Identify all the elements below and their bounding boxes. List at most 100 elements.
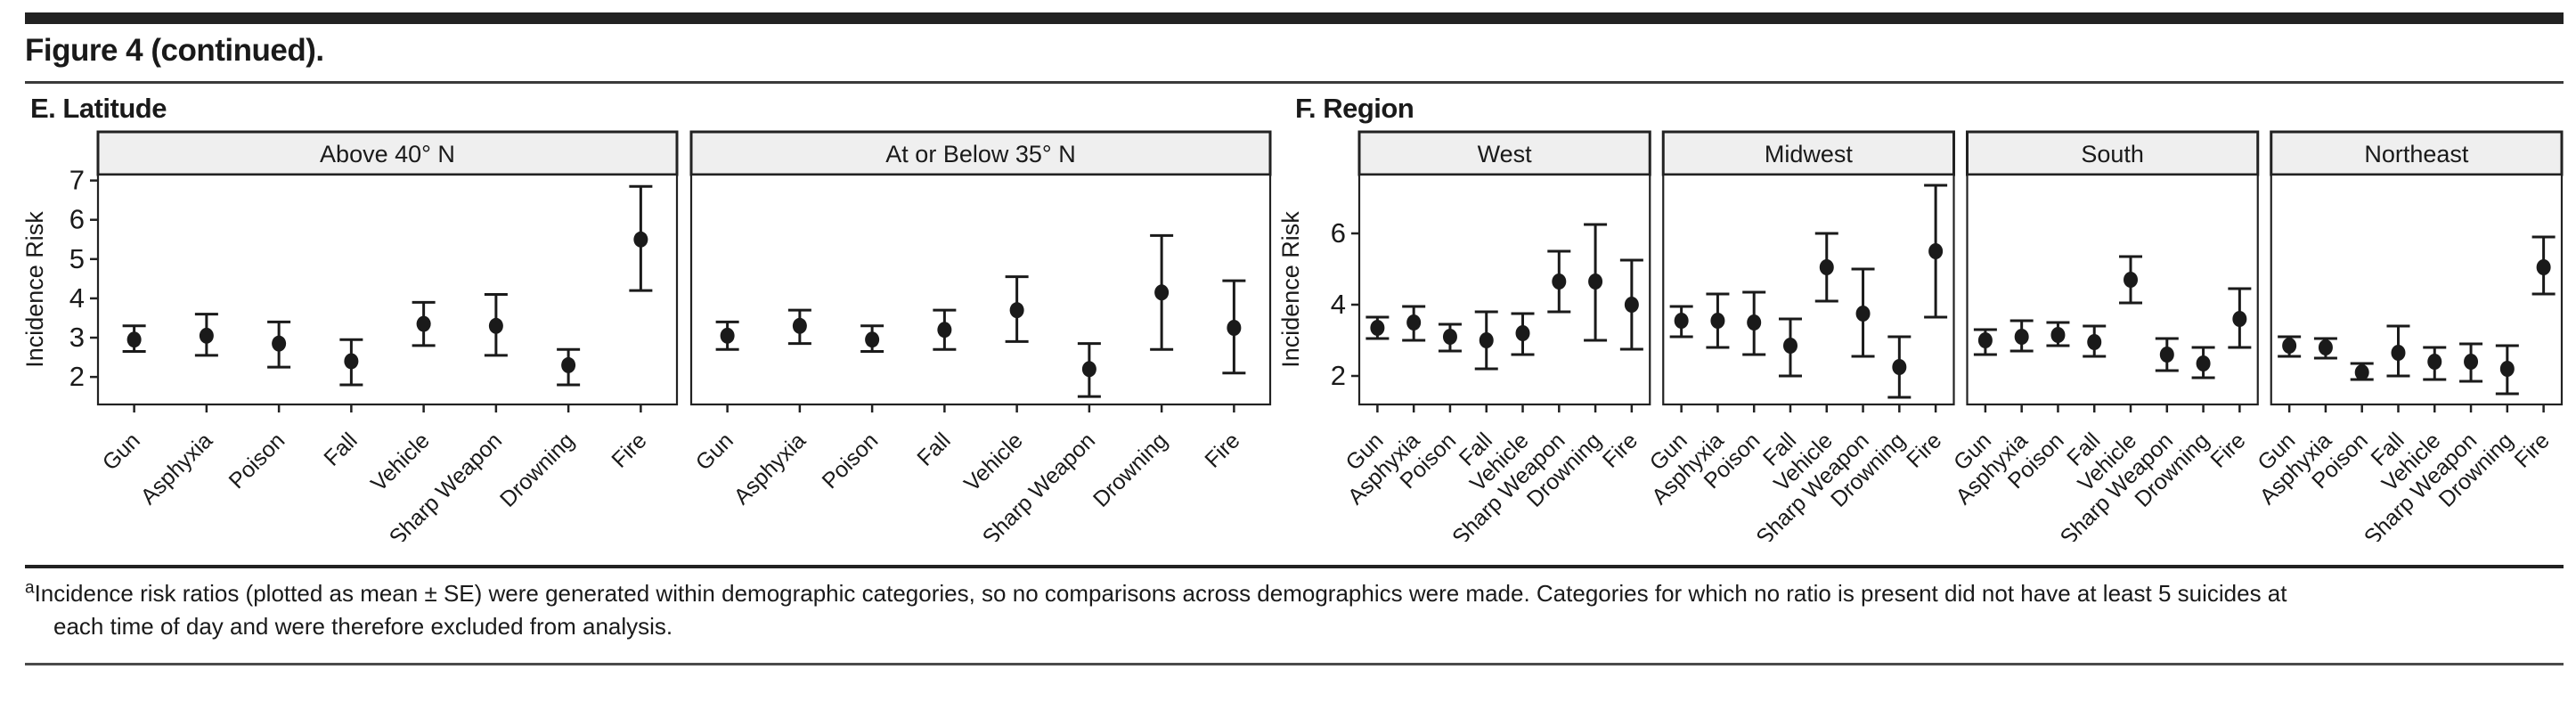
facet-strip-label: At or Below 35° N: [885, 141, 1075, 167]
mean-data-point: [1227, 320, 1242, 336]
panel-f-chart: Incidence Risk 2 4 6 West Gun Asphyxia Poison Fa…: [1281, 130, 2569, 542]
x-tick-label: Fire: [1598, 428, 1643, 472]
mean-data-point: [2318, 339, 2333, 355]
panel-e-heading: E. Latitude: [30, 93, 167, 124]
facet-plot-frame: [689, 173, 1272, 406]
mean-data-point: [1977, 332, 1993, 348]
mean-data-point: [2124, 272, 2139, 288]
mean-data-point: [1588, 273, 1603, 290]
mean-data-point: [416, 315, 431, 332]
y-tick-label: 6: [69, 204, 85, 235]
facet-strip-label: South: [2081, 141, 2144, 167]
point-with-error-bar: [787, 308, 811, 346]
point-with-error-bar: [484, 293, 508, 357]
mean-data-point: [720, 327, 735, 344]
point-with-error-bar: [267, 320, 291, 369]
point-with-error-bar: [2495, 344, 2519, 396]
y-tick-label: 5: [69, 243, 85, 274]
point-with-error-bar: [2009, 319, 2034, 353]
point-with-error-bar: [2531, 235, 2556, 296]
mean-data-point: [1855, 306, 1871, 322]
panel-e-chart: Incidence Risk 2 3 4 5 6 7 Above 40° N Gun Asphyx…: [25, 130, 1281, 542]
footnote-superscript: a: [25, 578, 35, 598]
mean-data-point: [2159, 347, 2174, 363]
x-tick-label: Fall: [319, 428, 362, 470]
x-tick-label: Fire: [607, 428, 651, 472]
y-tick-label: 2: [1331, 360, 1346, 391]
point-with-error-bar: [1924, 184, 1948, 319]
mean-data-point: [344, 353, 359, 370]
mean-data-point: [1674, 313, 1689, 329]
y-axis-label: Incidence Risk: [25, 211, 48, 368]
point-with-error-bar: [629, 184, 653, 292]
x-tick-label: Poison: [818, 428, 884, 494]
mean-data-point: [199, 327, 214, 344]
point-with-error-bar: [1222, 279, 1246, 375]
point-with-error-bar: [715, 320, 739, 351]
point-with-error-bar: [2423, 346, 2447, 381]
x-tick-label: Vehicle: [959, 428, 1028, 496]
x-tick-label: Fire: [1902, 428, 1946, 472]
mean-data-point: [272, 335, 287, 352]
mean-data-point: [2354, 364, 2369, 380]
x-tick-label: Vehicle: [366, 428, 435, 496]
mean-data-point: [561, 356, 576, 373]
point-with-error-bar: [2386, 324, 2410, 378]
point-with-error-bar: [2155, 337, 2179, 372]
mean-data-point: [1782, 338, 1797, 354]
figure-container: Figure 4 (continued). E. Latitude Incide…: [25, 12, 2569, 665]
facet-strip-label: Above 40° N: [320, 141, 455, 167]
x-tick-label: Asphyxia: [730, 428, 811, 510]
mean-data-point: [126, 331, 142, 348]
mean-data-point: [1442, 329, 1457, 345]
mean-data-point: [1624, 297, 1639, 313]
facet-strip: [689, 130, 1272, 176]
y-tick-label: 7: [69, 165, 85, 196]
mean-data-point: [1892, 359, 1907, 375]
mean-data-point: [792, 317, 807, 334]
point-with-error-bar: [122, 324, 146, 353]
panel-f-heading: F. Region: [1295, 93, 1414, 124]
x-tick-label: Asphyxia: [136, 428, 218, 510]
facet-plot-frame: [96, 173, 679, 406]
facet-plot-frame: [1662, 173, 1955, 406]
facet-strip-label: Midwest: [1765, 141, 1854, 167]
mean-data-point: [865, 331, 880, 348]
point-with-error-bar: [339, 338, 363, 387]
mean-data-point: [2050, 327, 2066, 343]
mean-data-point: [2427, 354, 2442, 370]
point-with-error-bar: [1511, 312, 1535, 356]
y-tick-label: 4: [1331, 289, 1346, 320]
top-rule-bar: [25, 12, 2564, 24]
facet-plot-frame: [1357, 173, 1651, 406]
point-with-error-bar: [1365, 315, 1390, 340]
mean-data-point: [2282, 338, 2297, 354]
point-with-error-bar: [860, 324, 884, 353]
point-with-error-bar: [1474, 310, 1498, 371]
point-with-error-bar: [1851, 267, 1875, 358]
title-rule: [25, 81, 2564, 84]
mean-data-point: [1406, 314, 1422, 331]
x-tick-label: Drowning: [495, 428, 579, 511]
figure-footnote: aIncidence risk ratios (plotted as mean …: [25, 565, 2564, 665]
point-with-error-bar: [1742, 290, 1766, 356]
point-with-error-bar: [1669, 305, 1693, 339]
point-with-error-bar: [1778, 317, 1802, 378]
mean-data-point: [2014, 329, 2029, 345]
point-with-error-bar: [557, 347, 581, 387]
mean-data-point: [1081, 361, 1096, 378]
point-with-error-bar: [2191, 346, 2215, 380]
facet-strip-label: Northeast: [2364, 141, 2469, 167]
point-with-error-bar: [2459, 342, 2483, 383]
footnote-line-2: each time of day and were therefore excl…: [53, 613, 673, 640]
mean-data-point: [633, 231, 648, 248]
x-tick-label: Fire: [2205, 428, 2250, 472]
x-tick-label: Fire: [1200, 428, 1244, 472]
point-with-error-bar: [2083, 324, 2107, 358]
y-axis-label: Incidence Risk: [1281, 211, 1304, 368]
x-tick-label: Drowning: [1088, 428, 1172, 511]
point-with-error-bar: [2313, 337, 2337, 360]
point-with-error-bar: [412, 300, 436, 347]
mean-data-point: [937, 322, 952, 339]
mean-data-point: [1928, 243, 1944, 259]
